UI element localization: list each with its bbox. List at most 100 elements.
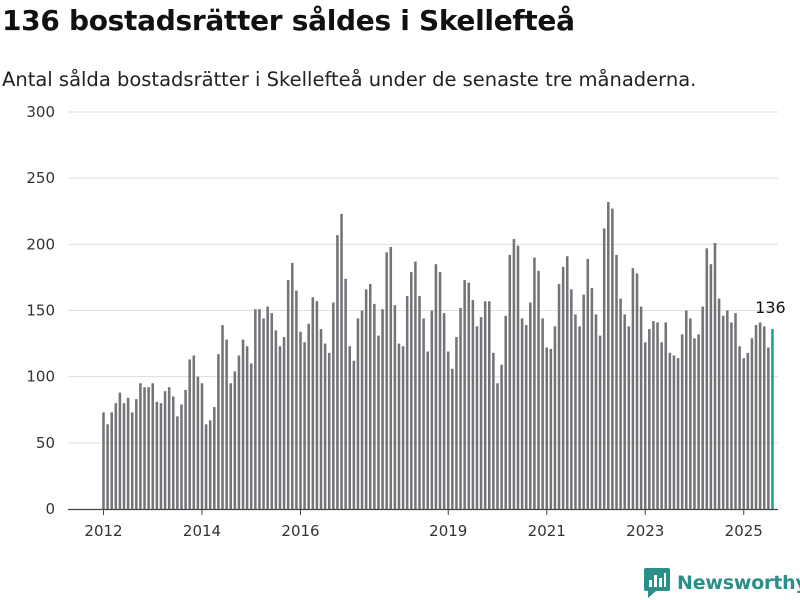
bar — [217, 354, 220, 509]
bar — [529, 302, 532, 509]
bar — [685, 310, 688, 509]
bar — [102, 412, 105, 509]
bar — [598, 335, 602, 509]
bar — [508, 254, 512, 509]
bar — [586, 258, 590, 509]
bar — [721, 315, 725, 509]
bar — [221, 325, 224, 509]
bar — [553, 326, 557, 509]
y-tick-label: 0 — [45, 500, 55, 518]
y-tick-label: 100 — [26, 368, 55, 386]
bar — [291, 262, 294, 509]
bar — [373, 303, 376, 509]
bar — [541, 318, 544, 509]
bar — [381, 309, 384, 509]
bar — [557, 284, 561, 509]
bar — [397, 343, 401, 509]
bar — [286, 280, 290, 509]
bar — [758, 322, 762, 509]
bar — [245, 346, 249, 509]
bar — [676, 358, 680, 509]
bar — [430, 310, 434, 509]
bar — [446, 351, 450, 509]
bar — [504, 315, 507, 509]
bar — [385, 252, 388, 509]
bar — [348, 346, 352, 509]
bar — [143, 387, 146, 509]
x-tick-label: 2025 — [725, 522, 763, 540]
bar — [110, 412, 113, 509]
bar — [360, 310, 364, 509]
bar — [767, 347, 770, 509]
bar — [652, 321, 655, 509]
bar — [730, 322, 733, 509]
bar — [225, 339, 228, 509]
bar — [607, 201, 610, 510]
bar — [463, 280, 466, 509]
y-tick-label: 50 — [36, 434, 55, 452]
bar — [176, 416, 179, 509]
bar — [204, 424, 208, 509]
bar — [315, 301, 319, 509]
bar — [233, 371, 237, 509]
y-axis-labels: 0 50 100 150 200 250 300 — [26, 103, 55, 518]
bar — [364, 289, 368, 509]
bar — [451, 368, 454, 509]
latest-value-label: 136 — [755, 298, 786, 317]
bar — [705, 248, 709, 510]
bar — [611, 208, 614, 509]
bar — [336, 235, 339, 509]
bar — [327, 352, 331, 509]
bar — [648, 329, 651, 509]
bar — [282, 336, 286, 509]
bar — [672, 355, 676, 509]
brand-name: Newsworthy — [677, 572, 800, 594]
bar — [512, 239, 516, 510]
x-tick-label: 2012 — [84, 522, 122, 540]
bar — [545, 347, 548, 509]
bar — [237, 355, 241, 509]
bar — [627, 326, 631, 509]
bar — [734, 313, 737, 509]
bars — [102, 201, 774, 510]
bar — [582, 294, 585, 509]
bar — [635, 273, 639, 509]
bar — [479, 317, 483, 509]
x-tick-label: 2021 — [528, 522, 566, 540]
bar — [668, 352, 672, 509]
bar — [438, 272, 442, 509]
bar — [643, 342, 647, 509]
bar — [488, 301, 491, 509]
bar — [689, 318, 692, 509]
bar — [738, 346, 741, 509]
bar — [323, 343, 327, 509]
bar — [135, 399, 138, 509]
bar — [299, 331, 302, 509]
bar — [258, 309, 261, 509]
bar — [750, 338, 754, 509]
bar — [155, 401, 159, 509]
bar — [623, 314, 626, 509]
bar — [570, 289, 573, 509]
bar — [434, 264, 438, 509]
bar — [520, 318, 524, 509]
newsworthy-logo-icon — [644, 568, 670, 598]
bar — [311, 297, 315, 509]
bar — [295, 290, 298, 509]
bar — [307, 323, 310, 509]
bar — [356, 318, 360, 509]
bar — [709, 264, 713, 509]
bar — [701, 306, 704, 509]
page-title: 136 bostadsrätter såldes i Skellefteå — [2, 4, 575, 37]
bar — [615, 254, 618, 509]
bar — [537, 270, 540, 509]
bar — [471, 299, 475, 509]
bar — [126, 397, 130, 509]
bar — [122, 403, 126, 509]
bar — [130, 412, 134, 509]
bar — [262, 318, 265, 509]
bar — [533, 257, 536, 509]
bar — [147, 387, 150, 509]
bar — [442, 313, 446, 509]
bar — [213, 407, 216, 509]
